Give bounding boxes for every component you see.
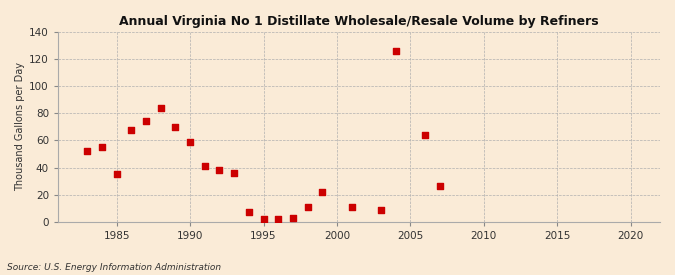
Point bbox=[140, 119, 151, 123]
Point bbox=[126, 127, 137, 132]
Point bbox=[434, 184, 445, 189]
Text: Source: U.S. Energy Information Administration: Source: U.S. Energy Information Administ… bbox=[7, 263, 221, 272]
Point bbox=[97, 145, 107, 149]
Point bbox=[302, 205, 313, 209]
Point bbox=[199, 164, 210, 168]
Point bbox=[170, 125, 181, 129]
Point bbox=[375, 207, 386, 212]
Point bbox=[244, 210, 254, 214]
Y-axis label: Thousand Gallons per Day: Thousand Gallons per Day bbox=[15, 62, 25, 191]
Point bbox=[390, 49, 401, 53]
Point bbox=[111, 172, 122, 177]
Point bbox=[346, 205, 357, 209]
Point bbox=[214, 168, 225, 172]
Point bbox=[258, 217, 269, 221]
Point bbox=[229, 171, 240, 175]
Point bbox=[288, 215, 298, 220]
Point bbox=[420, 133, 431, 137]
Point bbox=[82, 149, 92, 153]
Point bbox=[155, 106, 166, 110]
Title: Annual Virginia No 1 Distillate Wholesale/Resale Volume by Refiners: Annual Virginia No 1 Distillate Wholesal… bbox=[119, 15, 599, 28]
Point bbox=[317, 190, 327, 194]
Point bbox=[273, 217, 284, 221]
Point bbox=[185, 139, 196, 144]
